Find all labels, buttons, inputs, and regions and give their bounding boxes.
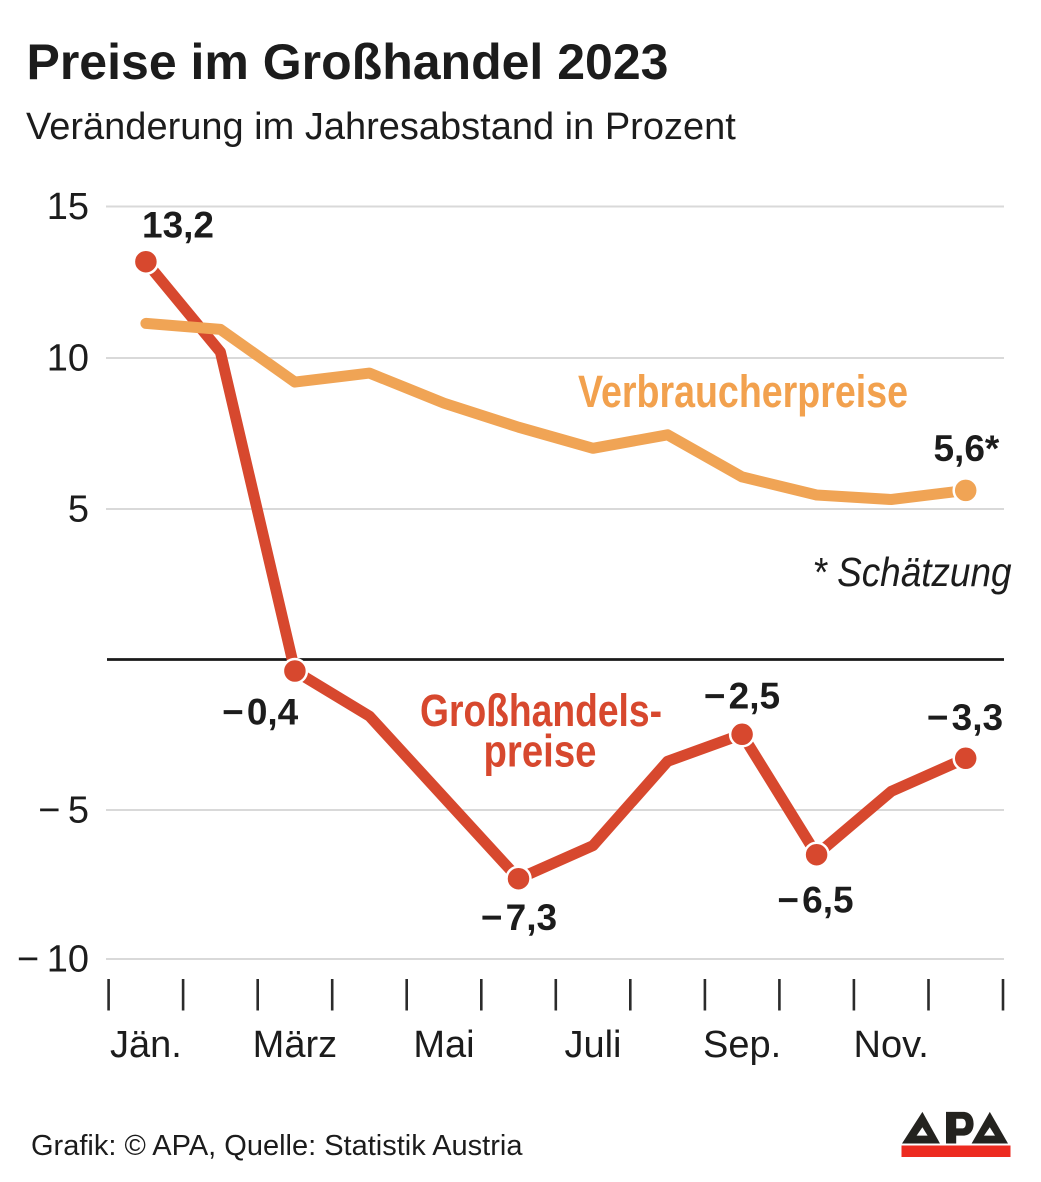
svg-text:Juli: Juli <box>564 1024 621 1066</box>
svg-text:− 3,3: − 3,3 <box>927 697 1003 738</box>
svg-text:Nov.: Nov. <box>854 1024 929 1066</box>
svg-text:15: 15 <box>47 186 89 228</box>
svg-text:preise: preise <box>484 726 597 777</box>
svg-text:Mai: Mai <box>413 1024 474 1066</box>
svg-text:5,6*: 5,6* <box>933 428 999 469</box>
svg-text:− 0,4: − 0,4 <box>222 692 299 733</box>
svg-text:Verbraucherpreise: Verbraucherpreise <box>578 366 908 417</box>
svg-text:Sep.: Sep. <box>703 1024 781 1066</box>
svg-text:Veränderung im Jahresabstand i: Veränderung im Jahresabstand in Prozent <box>26 106 736 148</box>
svg-text:− 10: − 10 <box>17 939 89 981</box>
svg-text:− 5: − 5 <box>38 790 89 832</box>
svg-text:5: 5 <box>68 489 89 531</box>
svg-text:Jän.: Jän. <box>110 1024 182 1066</box>
svg-text:Preise im Großhandel 2023: Preise im Großhandel 2023 <box>27 34 669 90</box>
svg-text:13,2: 13,2 <box>142 204 214 245</box>
svg-text:− 6,5: − 6,5 <box>777 880 853 921</box>
svg-text:Großhandels-: Großhandels- <box>420 685 662 736</box>
svg-text:März: März <box>253 1024 337 1066</box>
svg-text:− 2,5: − 2,5 <box>704 676 780 717</box>
svg-text:10: 10 <box>47 338 89 380</box>
svg-text:* Schätzung: * Schätzung <box>813 549 1012 595</box>
svg-text:− 7,3: − 7,3 <box>481 897 557 938</box>
svg-text:Grafik: © APA, Quelle: Statist: Grafik: © APA, Quelle: Statistik Austria <box>31 1130 523 1162</box>
